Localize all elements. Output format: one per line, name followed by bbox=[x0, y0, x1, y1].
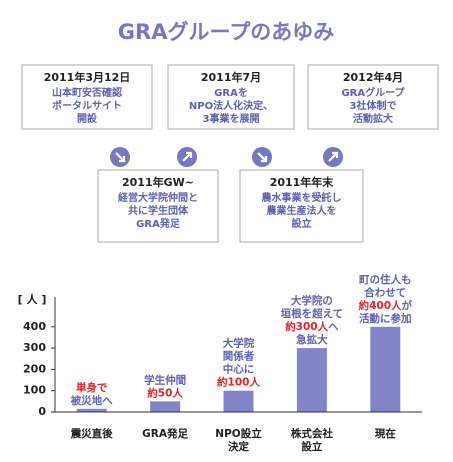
arrows bbox=[110, 147, 343, 167]
x-tick-line: 震災直後 bbox=[70, 427, 113, 440]
annotation: 被災地へ bbox=[71, 394, 113, 407]
event-text: GRA発足 bbox=[136, 217, 181, 230]
annotation: 学生仲間 bbox=[144, 373, 186, 386]
x-tick-line: 設立 bbox=[301, 440, 322, 453]
event-box bbox=[167, 64, 295, 130]
y-axis-label: [ 人 ] bbox=[18, 292, 47, 306]
bar bbox=[223, 390, 254, 412]
annotation: 大学院 bbox=[223, 337, 255, 350]
annotation-part: 学生仲間 bbox=[144, 373, 186, 386]
annotation: 町の住人も bbox=[359, 273, 412, 286]
event-box bbox=[307, 64, 439, 130]
annotation-part: へ bbox=[328, 321, 339, 333]
annotation-part: 急拡大 bbox=[296, 333, 328, 346]
x-tick-line: 株式会社 bbox=[291, 427, 333, 440]
annotation-part: 約50人 bbox=[147, 386, 183, 399]
annotation: 合わせて bbox=[363, 286, 406, 299]
annotation: 単身で bbox=[76, 381, 108, 394]
annotation: 約100人 bbox=[217, 376, 260, 389]
event-text: GRAを bbox=[214, 87, 248, 99]
event-text: 農水事業を受託し bbox=[262, 191, 342, 204]
event-date: 2011年年末 bbox=[270, 175, 335, 189]
event-date: 2011年GW~ bbox=[122, 175, 194, 189]
x-tick-label: NPO設立決定 bbox=[215, 427, 262, 453]
annotation: 関係者 bbox=[223, 350, 255, 363]
x-tick-label: GRA発足 bbox=[142, 427, 188, 440]
annotation-part: 大学院 bbox=[223, 337, 255, 350]
event-date: 2011年7月 bbox=[201, 70, 261, 84]
x-tick-label: 株式会社設立 bbox=[291, 427, 333, 453]
bar bbox=[370, 326, 401, 412]
annotation-part: 大学院の bbox=[291, 294, 333, 307]
event-text: 農業生産法人を bbox=[267, 204, 337, 217]
annotation: 約300人へ bbox=[285, 320, 339, 333]
event-box bbox=[239, 169, 364, 243]
event-text: 経営大学院仲間と bbox=[118, 191, 198, 204]
x-tick-label: 震災直後 bbox=[70, 427, 113, 440]
annotation-part: が bbox=[402, 299, 413, 312]
event-box bbox=[21, 64, 153, 130]
annotation-part: 約400人 bbox=[359, 299, 402, 312]
bar bbox=[150, 401, 181, 412]
bar bbox=[296, 348, 327, 412]
annotation: 垣根を超えて bbox=[281, 307, 343, 320]
annotation-part: 約300人 bbox=[285, 320, 328, 333]
annotation-part: 約100人 bbox=[217, 376, 260, 389]
event-date: 2011年3月12日 bbox=[44, 70, 131, 84]
event-text: 山本町安否確認 bbox=[52, 86, 122, 99]
event-text: 活動拡大 bbox=[353, 112, 393, 125]
annotation-part: 合わせて bbox=[363, 286, 406, 299]
annotation-part: 活動に参加 bbox=[359, 312, 412, 325]
event-text: 3事業を展開 bbox=[203, 112, 260, 125]
event-text: GRAグループ bbox=[341, 86, 405, 99]
annotation: 約400人が bbox=[359, 299, 413, 312]
annotation: 急拡大 bbox=[296, 333, 328, 346]
annotation: 中心に bbox=[223, 363, 255, 376]
event-text: 設立 bbox=[292, 217, 312, 230]
x-tick-line: 決定 bbox=[228, 440, 249, 453]
annotation-part: 被災地へ bbox=[71, 394, 113, 407]
x-tick-line: 現在 bbox=[375, 427, 396, 440]
annotation: 活動に参加 bbox=[359, 312, 412, 325]
event-text: 共に学生団体 bbox=[128, 204, 189, 217]
y-tick-label: 100 bbox=[23, 384, 46, 397]
event-text: 3社体制で bbox=[350, 99, 397, 112]
annotation-part: 垣根を超えて bbox=[281, 307, 343, 320]
y-tick-label: 400 bbox=[23, 320, 46, 333]
annotation-part: 関係者 bbox=[223, 350, 255, 363]
x-tick-line: GRA発足 bbox=[142, 427, 188, 440]
bar bbox=[76, 408, 107, 412]
y-tick-label: 0 bbox=[38, 405, 46, 418]
y-tick-label: 300 bbox=[23, 341, 46, 354]
event-text: NPO法人化決定、 bbox=[189, 99, 273, 112]
event-text: ポータルサイト bbox=[52, 99, 122, 112]
annotation: 約50人 bbox=[147, 386, 183, 399]
x-tick-line: NPO設立 bbox=[215, 427, 262, 440]
annotation-part: 町の住人も bbox=[359, 273, 412, 286]
event-box bbox=[97, 169, 219, 243]
event-date: 2012年4月 bbox=[343, 70, 403, 84]
x-tick-label: 現在 bbox=[375, 427, 396, 440]
title: GRAグループのあゆみ bbox=[118, 20, 334, 44]
y-tick-label: 200 bbox=[23, 362, 46, 375]
annotation-part: 単身で bbox=[76, 381, 108, 394]
event-text: 開設 bbox=[77, 112, 98, 125]
annotation-part: 中心に bbox=[223, 363, 255, 376]
annotation: 大学院の bbox=[291, 294, 333, 307]
